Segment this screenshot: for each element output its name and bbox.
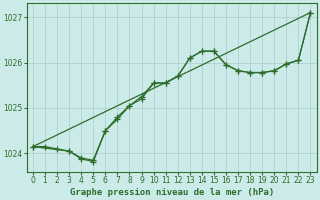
X-axis label: Graphe pression niveau de la mer (hPa): Graphe pression niveau de la mer (hPa) [69,188,274,197]
